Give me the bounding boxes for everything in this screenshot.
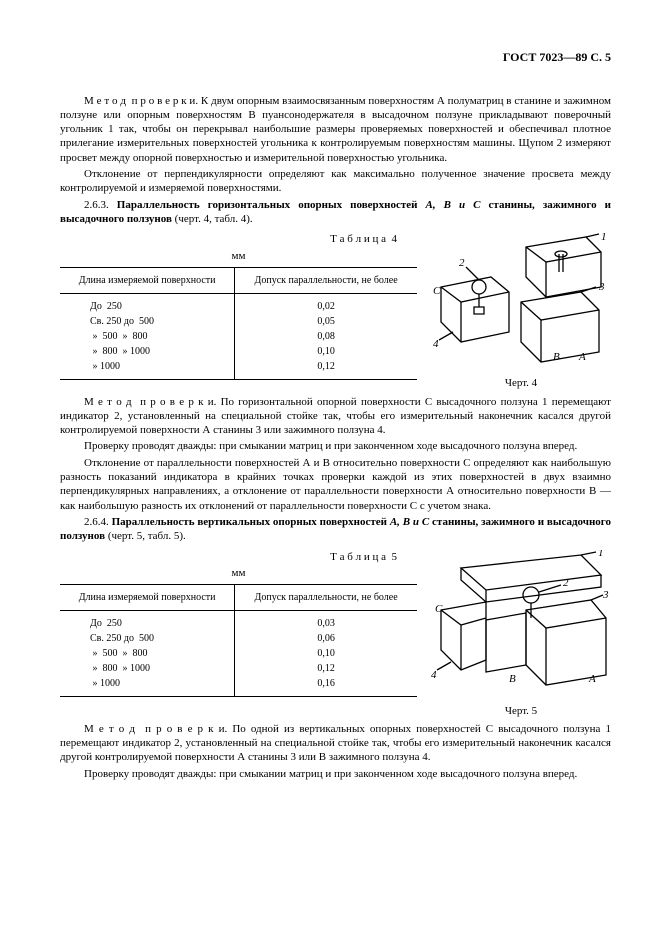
- svg-text:A: A: [588, 673, 596, 685]
- method-lead: М е т о д п р о в е р к и.: [84, 723, 227, 735]
- range-cell: » 1000: [60, 359, 235, 380]
- svg-text:B: B: [509, 673, 516, 685]
- section-title: Параллельность горизонтальных опорных по…: [117, 199, 426, 211]
- figure5-wrap: 1 2 C 3 4 B A Черт. 5: [431, 550, 611, 718]
- paragraph-method-2: М е т о д п р о в е р к и. По горизонтал…: [60, 395, 611, 438]
- svg-text:2: 2: [459, 257, 465, 269]
- tol-cell: 0,10: [235, 646, 417, 661]
- section-tail: (черт. 4, табл. 4).: [172, 213, 253, 225]
- table4-unit: мм: [60, 249, 417, 263]
- range-cell: Св. 250 до 500: [60, 314, 235, 329]
- range-cell: » 800 » 1000: [60, 344, 235, 359]
- svg-text:3: 3: [602, 589, 609, 601]
- section-items: А, В и С: [426, 199, 489, 211]
- table-row: До 2500,03: [60, 611, 417, 632]
- range-cell: » 500 » 800: [60, 646, 235, 661]
- table5-col2: Допуск параллельности, не более: [235, 585, 417, 611]
- table4-wrap: Т а б л и ц а 4 мм Длина измеряемой пове…: [60, 232, 417, 380]
- table-row: Св. 250 до 5000,05: [60, 314, 417, 329]
- tol-cell: 0,08: [235, 329, 417, 344]
- svg-text:1: 1: [598, 550, 604, 559]
- figure4-svg: 1 2 C 3 4 B A: [431, 232, 611, 372]
- figure4-wrap: 1 2 C 3 4 B A Черт. 4: [431, 232, 611, 390]
- page-header: ГОСТ 7023—89 С. 5: [60, 50, 611, 66]
- table-row: » 500 » 8000,10: [60, 646, 417, 661]
- table-row: » 800 » 10000,12: [60, 661, 417, 676]
- tol-cell: 0,06: [235, 631, 417, 646]
- paragraph-method-3: М е т о д п р о в е р к и. По одной из в…: [60, 722, 611, 765]
- table5-unit: мм: [60, 566, 417, 580]
- tol-cell: 0,12: [235, 661, 417, 676]
- svg-text:C: C: [435, 603, 443, 615]
- paragraph-check-twice: Проверку проводят дважды: при смыкании м…: [60, 439, 611, 453]
- range-cell: Св. 250 до 500: [60, 631, 235, 646]
- svg-text:2: 2: [563, 577, 569, 589]
- section-items: А, В и С: [390, 516, 432, 528]
- table-row: » 10000,16: [60, 676, 417, 697]
- table5-title: Т а б л и ц а 5: [60, 550, 417, 564]
- paragraph-method-1: М е т о д п р о в е р к и. К двум опорны…: [60, 94, 611, 165]
- paragraph-deviation-2: Отклонение от параллельности поверхносте…: [60, 456, 611, 513]
- tol-cell: 0,02: [235, 293, 417, 314]
- section-263: 2.6.3. Параллельность горизонтальных опо…: [60, 198, 611, 227]
- table-row: » 10000,12: [60, 359, 417, 380]
- table5-wrap: Т а б л и ц а 5 мм Длина измеряемой пове…: [60, 550, 417, 698]
- table4-col2: Допуск параллельности, не более: [235, 267, 417, 293]
- section-number: 2.6.3.: [84, 199, 117, 211]
- range-cell: До 250: [60, 293, 235, 314]
- tol-cell: 0,05: [235, 314, 417, 329]
- method-lead: М е т о д п р о в е р к и.: [84, 95, 198, 107]
- section-tail: (черт. 5, табл. 5).: [105, 530, 186, 542]
- svg-text:3: 3: [598, 281, 605, 293]
- section-number: 2.6.4.: [84, 516, 112, 528]
- tol-cell: 0,12: [235, 359, 417, 380]
- tol-cell: 0,10: [235, 344, 417, 359]
- section-title: Параллельность вертикальных опорных пове…: [112, 516, 390, 528]
- table4-col1: Длина измеряемой поверхности: [60, 267, 235, 293]
- svg-text:1: 1: [601, 232, 607, 243]
- table-row: » 500 » 8000,08: [60, 329, 417, 344]
- range-cell: До 250: [60, 611, 235, 632]
- figure5-svg: 1 2 C 3 4 B A: [431, 550, 611, 700]
- figure5-caption: Черт. 5: [431, 704, 611, 718]
- svg-text:B: B: [553, 351, 560, 363]
- range-cell: » 800 » 1000: [60, 661, 235, 676]
- page: ГОСТ 7023—89 С. 5 М е т о д п р о в е р …: [0, 0, 661, 823]
- table5-figure5-row: Т а б л и ц а 5 мм Длина измеряемой пове…: [60, 550, 611, 718]
- range-cell: » 500 » 800: [60, 329, 235, 344]
- svg-text:4: 4: [433, 338, 439, 350]
- paragraph-deviation: Отклонение от перпендикулярности определ…: [60, 167, 611, 196]
- svg-text:A: A: [578, 351, 586, 363]
- table4-title: Т а б л и ц а 4: [60, 232, 417, 246]
- range-cell: » 1000: [60, 676, 235, 697]
- table5-col1: Длина измеряемой поверхности: [60, 585, 235, 611]
- table-row: Св. 250 до 5000,06: [60, 631, 417, 646]
- svg-text:C: C: [433, 285, 441, 297]
- table-row: До 2500,02: [60, 293, 417, 314]
- tol-cell: 0,03: [235, 611, 417, 632]
- table-row: » 800 » 10000,10: [60, 344, 417, 359]
- figure4-caption: Черт. 4: [431, 376, 611, 390]
- tol-cell: 0,16: [235, 676, 417, 697]
- section-264: 2.6.4. Параллельность вертикальных опорн…: [60, 515, 611, 544]
- table4-figure4-row: Т а б л и ц а 4 мм Длина измеряемой пове…: [60, 232, 611, 390]
- method-lead: М е т о д п р о в е р к и.: [84, 396, 216, 408]
- table4: Длина измеряемой поверхности Допуск пара…: [60, 267, 417, 380]
- svg-text:4: 4: [431, 669, 437, 681]
- table5: Длина измеряемой поверхности Допуск пара…: [60, 584, 417, 697]
- paragraph-check-twice-2: Проверку проводят дважды: при смыкании м…: [60, 767, 611, 781]
